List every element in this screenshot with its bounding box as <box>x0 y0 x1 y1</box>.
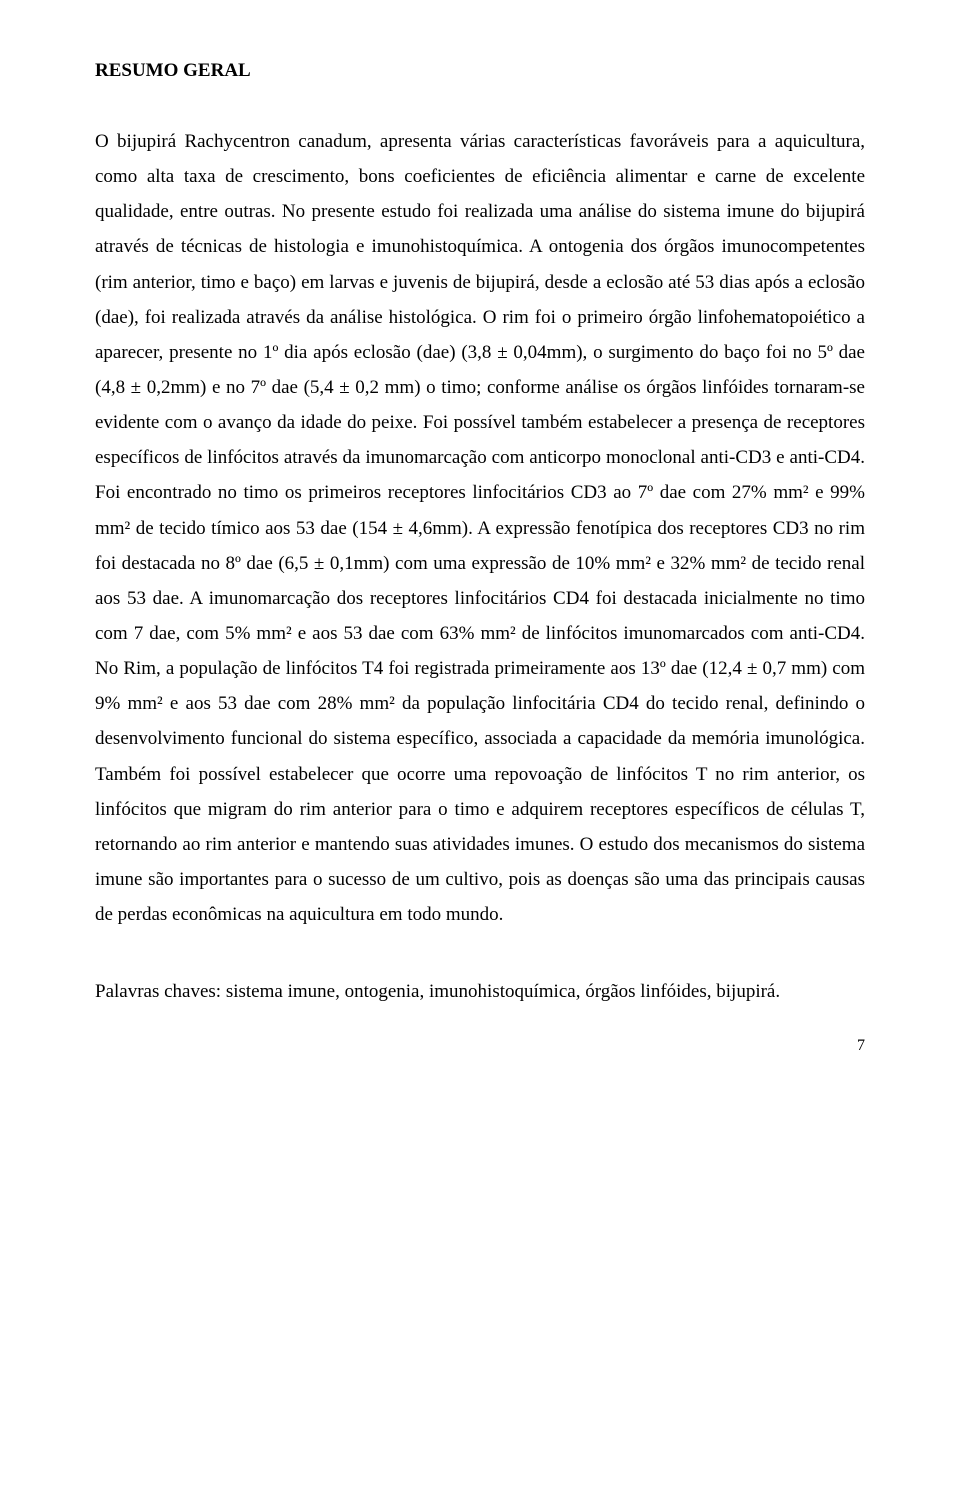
section-title: RESUMO GERAL <box>95 60 865 82</box>
keywords-text: Palavras chaves: sistema imune, ontogeni… <box>95 974 865 1009</box>
abstract-body: O bijupirá Rachycentron canadum, apresen… <box>95 124 865 932</box>
page-number: 7 <box>95 1037 865 1055</box>
